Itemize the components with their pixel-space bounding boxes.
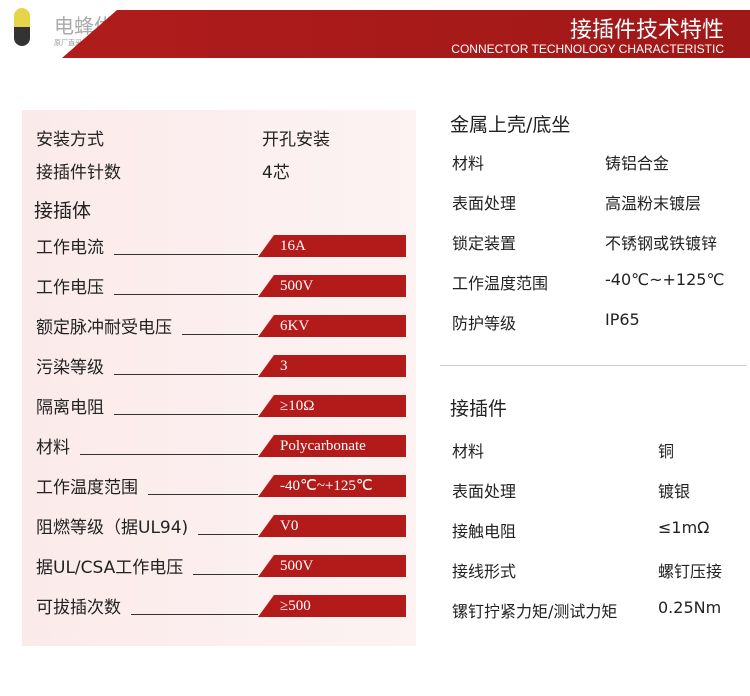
spec-label: 额定脉冲耐受电压	[36, 318, 172, 338]
section-title: 接插体	[34, 200, 92, 222]
leader-line	[114, 254, 258, 255]
spec-label: 工作温度范围	[36, 478, 138, 498]
spec-label: 接触电阻	[452, 522, 517, 541]
spec-label: 表面处理	[452, 194, 517, 213]
spec-label: 工作温度范围	[452, 274, 549, 293]
divider	[440, 365, 746, 366]
spec-label: 安装方式	[36, 130, 104, 150]
leader-line	[114, 414, 258, 415]
spec-value-bar: ≥500	[258, 595, 406, 617]
leader-line	[148, 494, 258, 495]
spec-value-bar: V0	[258, 515, 406, 537]
spec-label: 隔离电阻	[36, 398, 104, 418]
spec-row: 隔离电阻 ≥10Ω	[36, 393, 406, 419]
spec-label: 接线形式	[452, 562, 517, 581]
header-banner: 接插件技术特性 CONNECTOR TECHNOLOGY CHARACTERIS…	[62, 10, 750, 58]
spec-label: 材料	[36, 438, 70, 458]
spec-value-bar: 500V	[258, 275, 406, 297]
contacts-title: 接插件	[450, 398, 508, 420]
spec-value: 螺钉压接	[658, 562, 723, 581]
spec-label: 防护等级	[452, 314, 517, 333]
spec-row: 工作电流 16A	[36, 233, 406, 259]
spec-value-bar: 500V	[258, 555, 406, 577]
spec-label: 工作电压	[36, 278, 104, 298]
spec-label: 工作电流	[36, 238, 104, 258]
leader-line	[131, 614, 258, 615]
spec-value-bar: ≥10Ω	[258, 395, 406, 417]
spec-value: ≤1mΩ	[658, 518, 710, 537]
spec-value: IP65	[605, 310, 640, 329]
spec-row: 污染等级 3	[36, 353, 406, 379]
spec-value: 0.25Nm	[658, 598, 722, 617]
spec-label: 表面处理	[452, 482, 517, 501]
spec-row: 可拔插次数 ≥500	[36, 593, 406, 619]
spec-label: 接插件针数	[36, 163, 121, 183]
leader-line	[80, 454, 258, 455]
spec-label: 锁定装置	[452, 234, 517, 253]
spec-value-bar: 6KV	[258, 315, 406, 337]
spec-value: -40℃~+125℃	[605, 270, 725, 289]
spec-value: 镀银	[658, 482, 691, 501]
spec-row: 工作电压 500V	[36, 273, 406, 299]
spec-value-bar: Polycarbonate	[258, 435, 406, 457]
leader-line	[193, 574, 258, 575]
spec-label: 污染等级	[36, 358, 104, 378]
spec-value: 高温粉末镀层	[605, 194, 702, 213]
spec-label: 材料	[452, 154, 485, 173]
spec-value: 不锈钢或铁镀锌	[605, 234, 718, 253]
spec-value-bar: 16A	[258, 235, 406, 257]
page-subtitle: CONNECTOR TECHNOLOGY CHARACTERISTIC	[451, 42, 724, 56]
spec-value-bar: -40℃~+125℃	[258, 475, 406, 497]
spec-row: 额定脉冲耐受电压 6KV	[36, 313, 406, 339]
spec-label: 镙钉拧紧力矩/测试力矩	[452, 602, 618, 621]
spec-label: 可拔插次数	[36, 598, 121, 618]
spec-value: 铜	[658, 442, 675, 461]
spec-label: 材料	[452, 442, 485, 461]
spec-value: 铸铝合金	[605, 154, 670, 173]
spec-row: 材料 Polycarbonate	[36, 433, 406, 459]
spec-row: 工作温度范围 -40℃~+125℃	[36, 473, 406, 499]
leader-line	[182, 334, 258, 335]
page-title: 接插件技术特性	[569, 18, 724, 43]
spec-row: 阻燃等级（据UL94) V0	[36, 513, 406, 539]
leader-line	[114, 374, 258, 375]
spec-value: 4芯	[262, 163, 290, 183]
spec-row: 据UL/CSA工作电压 500V	[36, 553, 406, 579]
leader-line	[114, 294, 258, 295]
spec-label: 阻燃等级（据UL94)	[36, 518, 189, 538]
bee-icon	[14, 8, 30, 46]
spec-value-bar: 3	[258, 355, 406, 377]
spec-label: 据UL/CSA工作电压	[36, 558, 184, 578]
housing-title: 金属上壳/底坐	[450, 114, 571, 136]
spec-value: 开孔安装	[262, 130, 330, 150]
leader-line	[198, 534, 258, 535]
